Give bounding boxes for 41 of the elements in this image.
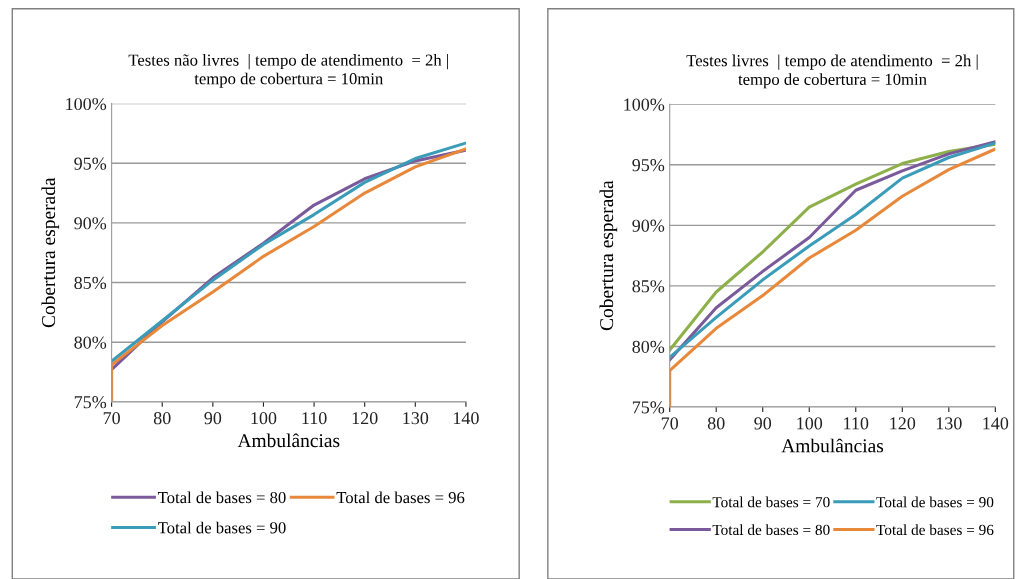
x-tick-label: 90 — [754, 417, 772, 430]
x-tick-label: 70 — [661, 417, 679, 430]
legend-label: Total de bases = 70 — [712, 496, 830, 508]
chart-title: Testes livres | tempo de atendimento = 2h | tempo de cobertura = 10min — [686, 54, 978, 89]
y-tick-label: 75% — [74, 396, 107, 409]
x-tick-label: 130 — [936, 417, 962, 430]
y-tick-label: 100% — [624, 98, 665, 111]
x-tick-label: 140 — [453, 412, 479, 425]
y-tick-label: 75% — [632, 401, 665, 414]
y-axis-title: Cobertura esperada — [599, 180, 618, 331]
y-tick-label: 90% — [632, 219, 665, 232]
x-tick-label: 110 — [844, 417, 869, 430]
y-tick-label: 95% — [74, 157, 107, 170]
y-tick-label: 80% — [632, 340, 665, 353]
x-tick-label: 140 — [983, 417, 1009, 430]
y-tick-label: 85% — [632, 280, 665, 293]
y-tick-label: 100% — [66, 97, 107, 111]
x-tick-label: 120 — [352, 412, 378, 425]
x-axis-title: Ambulâncias — [237, 433, 340, 448]
x-tick-label: 110 — [302, 412, 327, 425]
chart-title: Testes não livres | tempo de atendimento = 2h | tempo de cobertura = 10min — [128, 54, 448, 88]
y-tick-label: 85% — [74, 276, 107, 290]
y-axis-title: Cobertura esperada — [41, 177, 60, 328]
y-tick-label: 80% — [74, 336, 107, 349]
x-tick-label: 80 — [707, 417, 725, 430]
legend-label: Total de bases = 90 — [876, 496, 994, 508]
x-tick-label: 100 — [797, 417, 823, 430]
x-tick-label: 90 — [204, 412, 222, 425]
legend-label: Total de bases = 90 — [158, 521, 286, 534]
y-tick-label: 90% — [74, 217, 107, 230]
x-tick-label: 120 — [890, 417, 916, 430]
legend-label: Total de bases = 96 — [876, 524, 994, 536]
x-tick-label: 130 — [403, 412, 429, 425]
x-tick-label: 70 — [103, 412, 120, 425]
x-tick-label: 80 — [153, 412, 171, 425]
x-tick-label: 100 — [251, 412, 277, 425]
x-axis-title: Ambulâncias — [781, 438, 884, 453]
y-tick-label: 95% — [632, 159, 665, 172]
legend-label: Total de bases = 96 — [336, 491, 465, 504]
legend-label: Total de bases = 80 — [158, 491, 286, 504]
legend-label: Total de bases = 80 — [712, 524, 830, 536]
